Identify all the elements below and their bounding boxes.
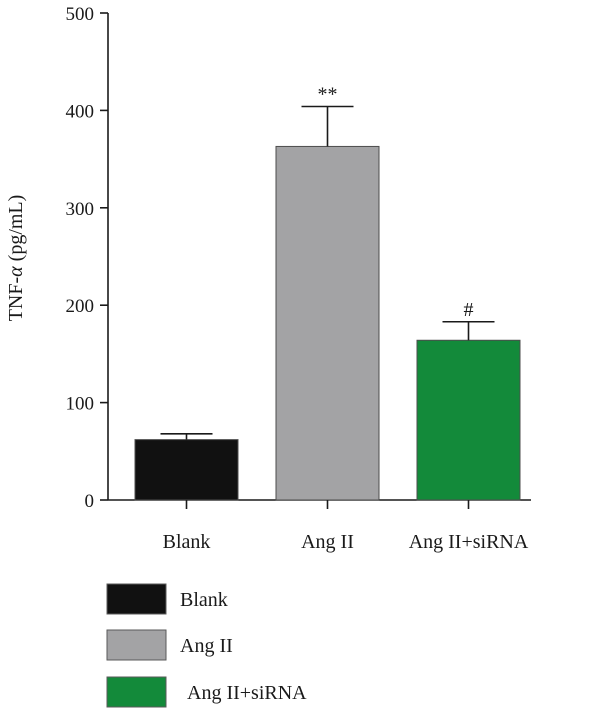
legend-label: Ang II+siRNA — [187, 682, 307, 704]
y-tick-label: 100 — [66, 394, 95, 415]
bar-blank — [134, 439, 239, 501]
y-tick-label: 0 — [85, 491, 95, 512]
bar-ang-ii — [275, 145, 380, 501]
legend-swatch — [106, 676, 167, 708]
significance-label: ** — [318, 84, 338, 106]
y-tick-label: 200 — [66, 296, 95, 317]
bars: ** # — [134, 84, 521, 501]
x-ticks: Blank Ang II Ang II+siRNA — [163, 500, 529, 553]
y-tick-label: 300 — [66, 199, 95, 220]
legend-swatch — [106, 629, 167, 661]
x-tick-label: Ang II+siRNA — [409, 531, 529, 553]
legend-label: Ang II — [180, 635, 233, 657]
legend-label: Blank — [180, 589, 228, 611]
legend-swatch — [106, 583, 167, 615]
x-tick-label: Blank — [163, 531, 211, 553]
y-axis-title: TNF-α (pg/mL) — [5, 195, 27, 322]
bar-ang-ii-sirna — [416, 339, 521, 501]
x-tick-label: Ang II — [301, 531, 354, 553]
significance-label: # — [464, 299, 474, 321]
y-tick-label: 500 — [66, 4, 95, 25]
legend: Blank Ang II Ang II+siRNA — [106, 583, 307, 708]
y-ticks: 0 100 200 300 400 500 — [66, 4, 108, 512]
y-tick-label: 400 — [66, 101, 95, 122]
